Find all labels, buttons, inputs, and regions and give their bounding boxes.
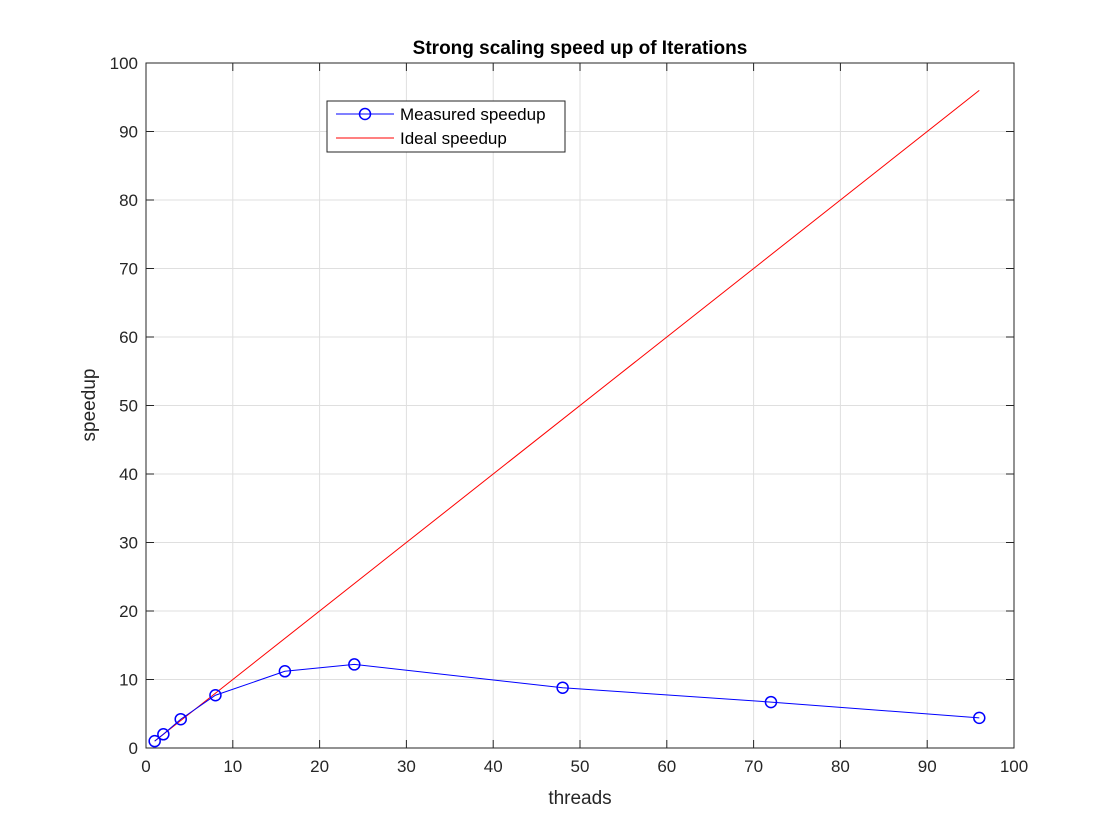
x-tick-label: 40 — [484, 757, 503, 776]
x-tick-label: 10 — [223, 757, 242, 776]
measured-point — [157, 728, 170, 741]
y-tick-label: 100 — [110, 54, 138, 73]
x-tick-label: 60 — [657, 757, 676, 776]
measured-point — [278, 665, 292, 678]
legend-marker-measured — [358, 107, 372, 121]
x-tick-label: 70 — [744, 757, 763, 776]
legend-label-measured: Measured speedup — [400, 105, 546, 124]
x-tick-label: 100 — [1000, 757, 1028, 776]
series-layer — [148, 90, 986, 748]
measured-point — [209, 689, 222, 702]
x-tick-label: 0 — [141, 757, 150, 776]
series-line-ideal — [154, 90, 980, 742]
x-tick-label: 30 — [397, 757, 416, 776]
measured-point — [556, 681, 569, 694]
y-tick-label: 10 — [119, 671, 138, 690]
measured-point — [764, 695, 778, 709]
measured-point — [174, 712, 187, 726]
y-tick-label: 80 — [119, 191, 138, 210]
y-tick-label: 0 — [129, 739, 138, 758]
measured-point — [348, 658, 361, 671]
x-tick-label: 90 — [918, 757, 937, 776]
legend: Measured speedup Ideal speedup — [326, 100, 566, 153]
y-axis-label: speedup — [79, 369, 100, 442]
x-tick-label: 50 — [571, 757, 590, 776]
y-tick-label: 60 — [119, 328, 138, 347]
chart-title: Strong scaling speed up of Iterations — [413, 38, 748, 59]
x-tick-label: 80 — [831, 757, 850, 776]
axis-ticks: 0 10 20 30 40 50 60 70 80 90 100 0 10 20 30 40 50 60 70 80 9… — [110, 54, 1029, 776]
measured-point — [973, 711, 986, 725]
y-tick-label: 90 — [119, 123, 138, 142]
y-tick-label: 40 — [119, 465, 138, 484]
y-tick-label: 50 — [119, 397, 138, 416]
series-line-measured — [154, 663, 980, 742]
x-tick-label: 20 — [310, 757, 329, 776]
x-axis-label: threads — [548, 788, 611, 809]
measured-point — [148, 734, 161, 748]
legend-label-ideal: Ideal speedup — [400, 129, 507, 148]
y-tick-label: 30 — [119, 534, 138, 553]
y-tick-label: 70 — [119, 260, 138, 279]
y-tick-label: 20 — [119, 602, 138, 621]
